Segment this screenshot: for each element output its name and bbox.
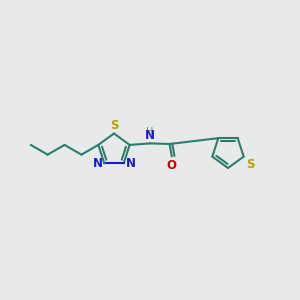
Text: N: N [92,157,103,170]
Text: H: H [146,128,154,137]
Text: N: N [145,129,155,142]
Text: N: N [125,157,136,170]
Text: O: O [167,159,177,172]
Text: S: S [246,158,255,171]
Text: S: S [110,119,118,132]
